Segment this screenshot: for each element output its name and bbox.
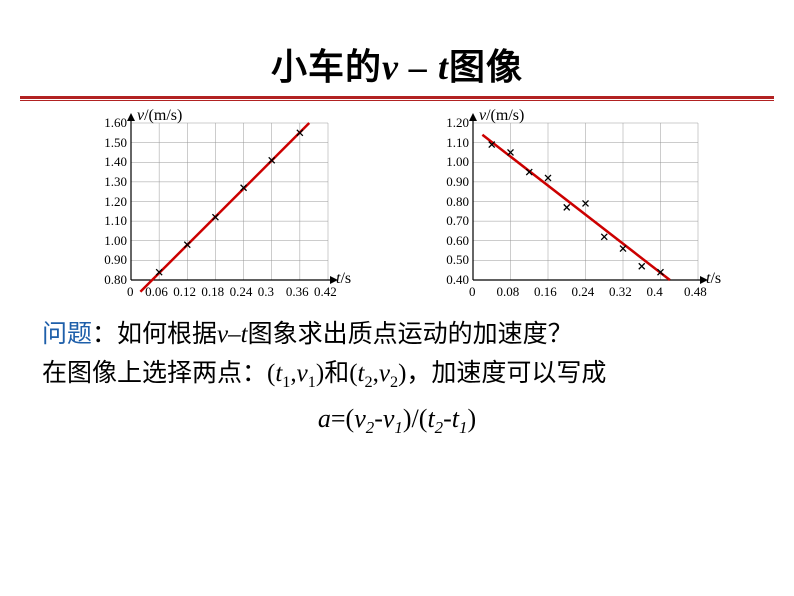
- y-tick: 1.00: [104, 233, 127, 249]
- title-dash: –: [399, 47, 438, 87]
- f-st2: 2: [435, 418, 443, 437]
- y-tick: 0.60: [446, 233, 469, 249]
- x-tick: 0.08: [497, 284, 520, 300]
- title-underline-thick: [20, 96, 774, 99]
- y-tick: 1.20: [446, 115, 469, 131]
- y-tick: 0.70: [446, 213, 469, 229]
- v2: v: [379, 360, 390, 387]
- title-prefix: 小车的: [271, 47, 382, 87]
- v1: v: [297, 360, 308, 387]
- y-tick: 0.90: [446, 174, 469, 190]
- x-tick: 0.24: [572, 284, 595, 300]
- and-text: )和(: [316, 360, 358, 387]
- line2-before: 在图像上选择两点：(: [42, 360, 275, 387]
- y-tick: 0.50: [446, 252, 469, 268]
- x-tick: 0.36: [286, 284, 309, 300]
- y-tick: 0.40: [446, 272, 469, 288]
- x-axis-label: t/s: [336, 270, 351, 288]
- y-tick: 0.90: [104, 252, 127, 268]
- f-t1: t: [452, 404, 459, 433]
- title-suffix: 图像: [449, 47, 523, 87]
- y-tick: 1.50: [104, 135, 127, 151]
- title-t: t: [438, 47, 449, 87]
- sub1b: 1: [308, 373, 316, 391]
- line1-dash: –: [228, 321, 241, 348]
- y-tick: 1.10: [446, 135, 469, 151]
- f-slash: /: [412, 404, 419, 433]
- f-s1: 1: [394, 418, 402, 437]
- x-axis-label: t/s: [706, 270, 721, 288]
- y-tick: 1.00: [446, 154, 469, 170]
- f-a: a: [318, 404, 331, 433]
- f-v1: v: [383, 404, 395, 433]
- f-close2: ): [467, 404, 476, 433]
- y-tick: 1.20: [104, 194, 127, 210]
- line1-after: 图象求出质点运动的加速度？: [248, 321, 573, 348]
- y-axis-label: v/(m/s): [137, 107, 182, 125]
- x-tick: 0.42: [314, 284, 337, 300]
- x-tick: 0.3: [258, 284, 274, 300]
- y-tick: 0.80: [104, 272, 127, 288]
- y-tick: 1.60: [104, 115, 127, 131]
- f-open1: (: [346, 404, 355, 433]
- chart2: v/(m/s)t/s0.400.500.600.700.800.901.001.…: [418, 109, 718, 304]
- sub2: 2: [365, 373, 373, 391]
- sub2b: 2: [390, 373, 398, 391]
- x-tick: 0.06: [145, 284, 168, 300]
- x-tick: 0: [469, 284, 476, 300]
- line1-before: ：如何根据: [92, 321, 217, 348]
- x-tick: 0.18: [201, 284, 224, 300]
- title-v: v: [382, 47, 399, 87]
- f-minus2: -: [443, 404, 452, 433]
- x-tick: 0.12: [173, 284, 196, 300]
- page-title: 小车的v – t图像: [0, 0, 794, 90]
- y-tick: 1.30: [104, 174, 127, 190]
- x-tick: 0.48: [684, 284, 707, 300]
- f-minus1: -: [374, 404, 383, 433]
- f-eq: =: [331, 404, 346, 433]
- f-close1: ): [403, 404, 412, 433]
- f-s2: 2: [366, 418, 374, 437]
- t2: t: [358, 360, 365, 387]
- x-tick: 0.24: [230, 284, 253, 300]
- explanation-text: 问题：如何根据v–t图象求出质点运动的加速度？ 在图像上选择两点：(t1,v1)…: [0, 304, 794, 441]
- line1-t: t: [241, 321, 248, 348]
- x-tick: 0: [127, 284, 134, 300]
- y-tick: 0.80: [446, 194, 469, 210]
- line1-v: v: [217, 321, 228, 348]
- f-t2: t: [427, 404, 434, 433]
- x-tick: 0.16: [534, 284, 557, 300]
- chart1: v/(m/s)t/s0.800.901.001.101.201.301.401.…: [76, 109, 346, 304]
- question-word: 问题: [42, 321, 92, 348]
- y-tick: 1.10: [104, 213, 127, 229]
- charts-row: v/(m/s) t/s 0.80 0.90 1.00 1.10 1.20 1.30 1.40 1.…: [0, 101, 794, 304]
- f-v2: v: [354, 404, 366, 433]
- formula: a=(v2-v1)/(t2-t1): [42, 399, 752, 441]
- line2-after: )，加速度可以写成: [398, 360, 606, 387]
- y-axis-label: v/(m/s): [479, 107, 524, 125]
- x-tick: 0.32: [609, 284, 632, 300]
- y-tick: 1.40: [104, 154, 127, 170]
- x-tick: 0.4: [647, 284, 663, 300]
